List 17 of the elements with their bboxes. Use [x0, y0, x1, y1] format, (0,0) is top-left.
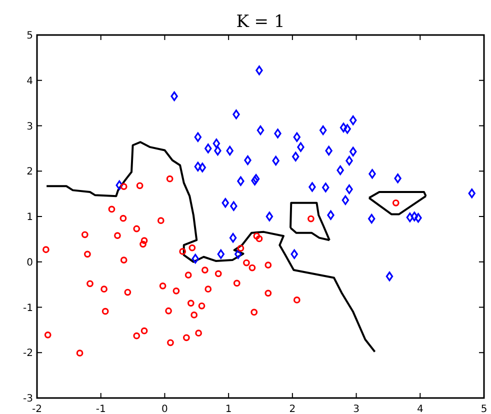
- y-tick-label: -2: [23, 348, 33, 360]
- chart-title: K = 1: [236, 12, 285, 32]
- x-tick-label: 2: [289, 404, 296, 414]
- y-tick-label: 3: [26, 121, 33, 132]
- x-tick-label: 5: [480, 404, 488, 414]
- y-tick-label: 2: [26, 166, 33, 178]
- x-tick-label: 0: [162, 404, 168, 414]
- y-tick-label: 5: [26, 30, 33, 42]
- y-tick-label: -1: [23, 302, 33, 314]
- x-tick-label: 3: [353, 404, 360, 414]
- x-tick-label: 1: [225, 404, 232, 414]
- y-tick-label: 1: [26, 212, 33, 223]
- x-tick-label: -1: [96, 404, 106, 414]
- y-tick-label: 0: [26, 257, 33, 268]
- y-tick-label: 4: [26, 76, 33, 87]
- y-tick-label: -3: [23, 394, 33, 404]
- x-tick-label: 4: [416, 404, 424, 414]
